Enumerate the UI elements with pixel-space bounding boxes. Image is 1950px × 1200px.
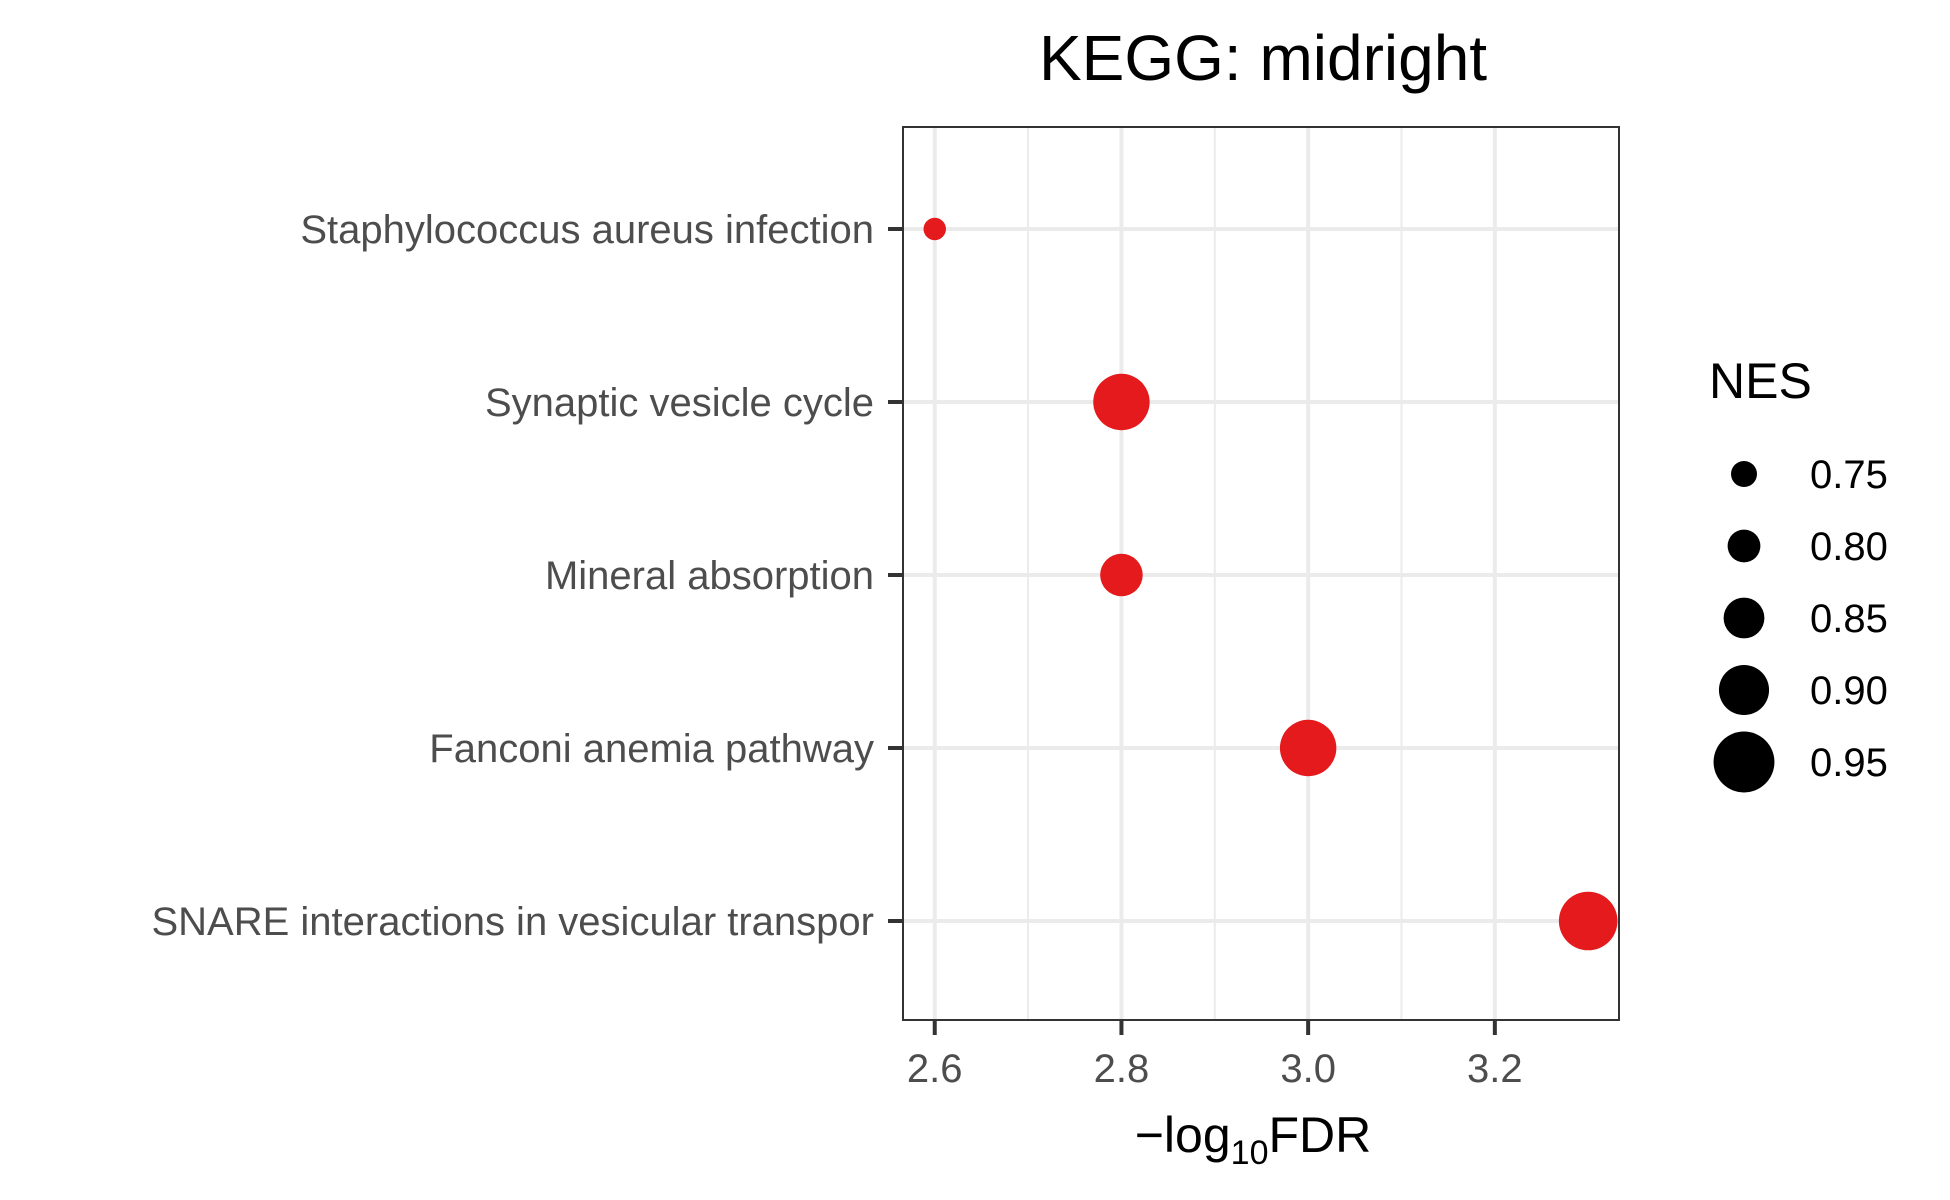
- points-layer: [923, 217, 1618, 951]
- x-tick-label: 3.2: [1467, 1047, 1523, 1091]
- y-tick-label: Staphylococcus aureus infection: [300, 208, 874, 252]
- chart-title: KEGG: midright: [1039, 22, 1487, 94]
- y-axis: Staphylococcus aureus infection Synaptic …: [151, 208, 903, 944]
- legend-key: [1723, 597, 1765, 639]
- data-point: [1093, 373, 1150, 431]
- data-point: [1100, 553, 1143, 597]
- x-axis-label: −log10FDR: [1135, 1107, 1372, 1172]
- legend-label: 0.75: [1810, 453, 1888, 497]
- x-axis-label-suffix: FDR: [1269, 1107, 1372, 1163]
- legend-label: 0.95: [1810, 741, 1888, 785]
- legend-title: NES: [1709, 353, 1812, 409]
- legend-key: [1727, 529, 1761, 563]
- data-point: [1279, 719, 1337, 777]
- x-tick-label: 2.8: [1094, 1047, 1150, 1091]
- y-tick-label: SNARE interactions in vesicular transpor: [151, 900, 874, 944]
- legend-label: 0.80: [1810, 525, 1888, 569]
- x-tick-label: 2.6: [907, 1047, 963, 1091]
- legend-key: [1731, 461, 1757, 487]
- legend-label: 0.85: [1810, 597, 1888, 641]
- data-point: [1558, 891, 1618, 951]
- x-axis-label-subscript: 10: [1231, 1134, 1269, 1172]
- legend-key: [1718, 664, 1770, 716]
- y-tick-label: Fanconi anemia pathway: [429, 727, 874, 771]
- legend: NES 0.75 0.80 0.85 0.90 0.95: [1709, 353, 1888, 793]
- data-point: [923, 217, 946, 241]
- legend-label: 0.90: [1810, 669, 1888, 713]
- y-tick-label: Mineral absorption: [545, 554, 874, 598]
- x-axis-label-prefix: −log: [1135, 1107, 1231, 1163]
- y-tick-label: Synaptic vesicle cycle: [485, 381, 874, 425]
- grid-layer: [903, 127, 1619, 1020]
- x-tick-label: 3.0: [1280, 1047, 1336, 1091]
- x-axis: 2.6 2.8 3.0 3.2: [907, 1020, 1523, 1091]
- legend-key: [1713, 731, 1775, 793]
